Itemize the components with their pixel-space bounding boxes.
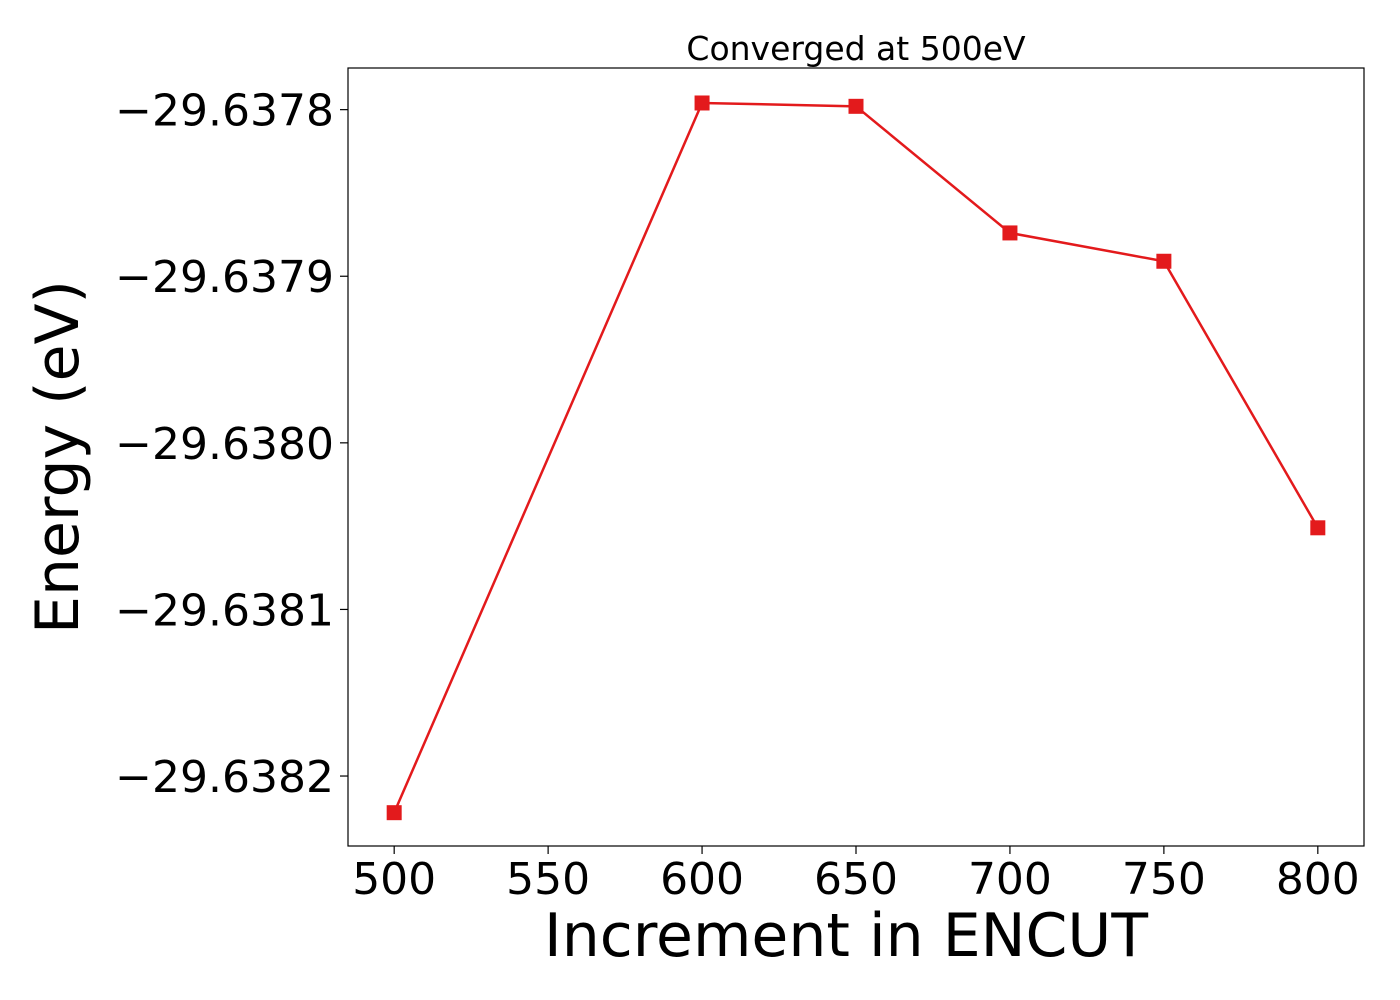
y-axis-ticks: −29.6378 −29.6379 −29.6380 −29.6381 −29.6382 xyxy=(115,86,348,803)
plot-area xyxy=(348,68,1364,846)
x-tick-label: 600 xyxy=(660,854,744,905)
chart-title: Converged at 500eV xyxy=(686,29,1026,68)
y-axis-title: Energy (eV) xyxy=(23,280,93,634)
x-tick-label: 700 xyxy=(968,854,1052,905)
x-axis-ticks: 500 550 600 650 700 750 800 xyxy=(352,846,1360,905)
y-tick-label: −29.6378 xyxy=(115,86,334,137)
plot-frame xyxy=(347,67,1365,847)
x-axis-title: Increment in ENCUT xyxy=(544,901,1148,971)
x-tick-label: 750 xyxy=(1122,854,1206,905)
x-tick-label: 550 xyxy=(506,854,590,905)
series-line xyxy=(393,101,1319,814)
data-point-marker xyxy=(694,95,710,111)
data-point-marker xyxy=(1156,253,1172,269)
y-tick-label: −29.6381 xyxy=(115,585,334,636)
x-tick-label: 800 xyxy=(1276,854,1360,905)
y-tick-label: −29.6380 xyxy=(115,419,334,470)
data-point-marker xyxy=(1310,520,1326,536)
y-tick-label: −29.6382 xyxy=(115,752,334,803)
data-point-marker xyxy=(848,98,864,114)
x-tick-label: 650 xyxy=(814,854,898,905)
data-point-marker xyxy=(386,805,402,821)
x-tick-label: 500 xyxy=(352,854,436,905)
y-tick-label: −29.6379 xyxy=(115,252,334,303)
data-point-marker xyxy=(1002,225,1018,241)
series-layer xyxy=(386,95,1326,821)
